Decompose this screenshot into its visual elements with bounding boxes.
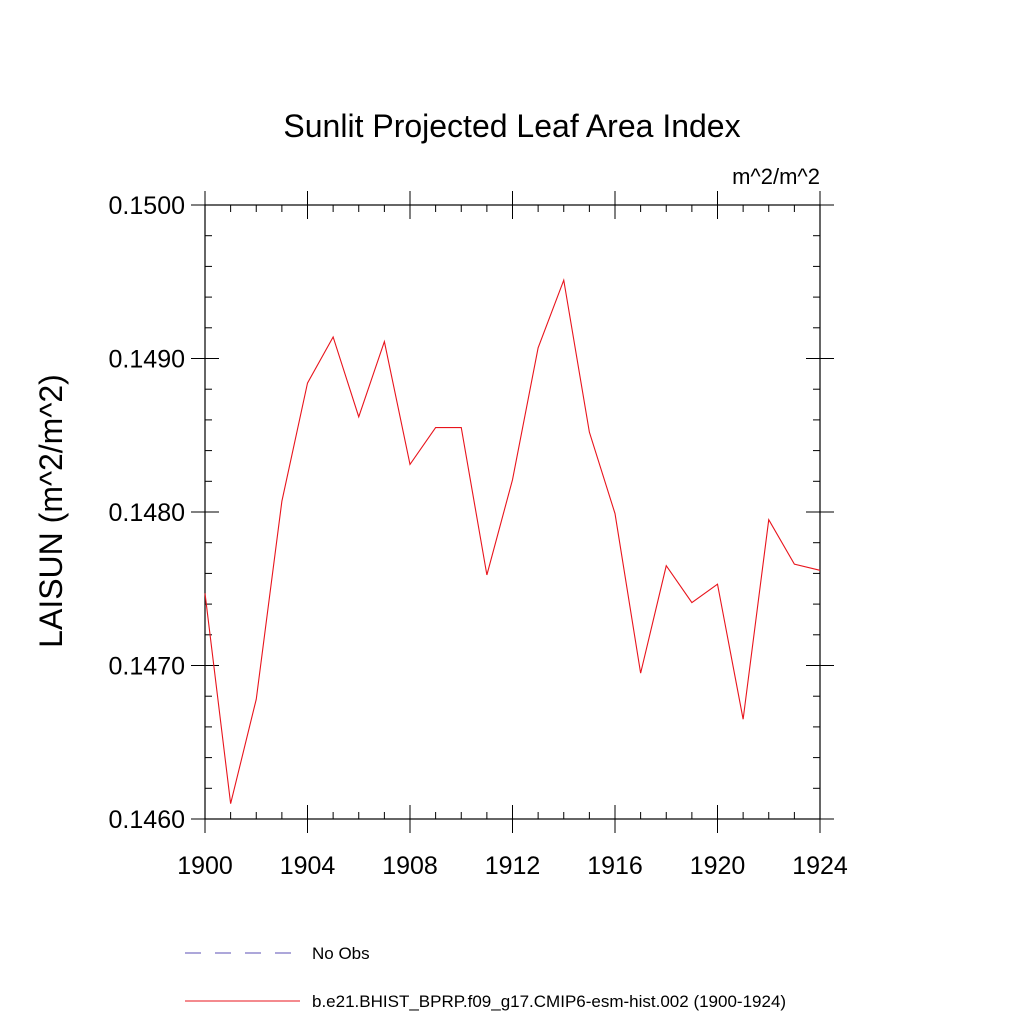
- legend: No Obs b.e21.BHIST_BPRP.f09_g17.CMIP6-es…: [185, 944, 786, 1011]
- data-point: [511, 478, 514, 481]
- data-point: [819, 569, 822, 572]
- x-tick-label: 1904: [280, 852, 336, 880]
- data-point: [665, 564, 668, 567]
- data-point: [767, 518, 770, 521]
- legend-label-model-run: b.e21.BHIST_BPRP.f09_g17.CMIP6-esm-hist.…: [312, 992, 786, 1011]
- x-tick-label: 1912: [485, 852, 541, 880]
- data-point: [793, 563, 796, 566]
- data-point: [357, 415, 360, 418]
- data-point: [639, 672, 642, 675]
- y-tick-label: 0.1470: [109, 653, 185, 681]
- data-point: [204, 592, 207, 595]
- data-point: [434, 426, 437, 429]
- x-tick-label: 1924: [792, 852, 848, 880]
- data-point: [255, 698, 258, 701]
- data-point: [690, 601, 693, 604]
- data-point: [383, 340, 386, 343]
- data-point: [742, 718, 745, 721]
- x-tick-label: 1908: [382, 852, 438, 880]
- series-layer: [204, 278, 822, 805]
- data-point: [562, 279, 565, 282]
- data-point: [229, 802, 232, 805]
- data-point: [614, 512, 617, 515]
- data-point: [537, 346, 540, 349]
- y-tick-label: 0.1490: [109, 346, 185, 374]
- x-tick-label: 1916: [587, 852, 643, 880]
- x-tick-label: 1920: [690, 852, 746, 880]
- x-tick-label: 1900: [177, 852, 233, 880]
- data-point: [460, 426, 463, 429]
- data-point: [588, 431, 591, 434]
- units-label: m^2/m^2: [732, 164, 820, 189]
- data-point: [716, 583, 719, 586]
- data-point: [332, 336, 335, 339]
- legend-label-no-obs: No Obs: [312, 944, 370, 963]
- data-point: [409, 463, 412, 466]
- y-tick-label: 0.1460: [109, 806, 185, 834]
- data-point: [280, 500, 283, 503]
- y-tick-label: 0.1500: [109, 192, 185, 220]
- plot-frame: [204, 204, 821, 820]
- chart-title: Sunlit Projected Leaf Area Index: [283, 108, 740, 144]
- series-line: [204, 278, 821, 804]
- axes: 1900 1904 1908 1912 1916 1920 1924 0.1460 0.1470…: [109, 191, 848, 880]
- y-axis-label: LAISUN (m^2/m^2): [33, 374, 69, 648]
- data-point: [485, 573, 488, 576]
- data-point: [306, 382, 309, 385]
- y-tick-label: 0.1480: [109, 499, 185, 527]
